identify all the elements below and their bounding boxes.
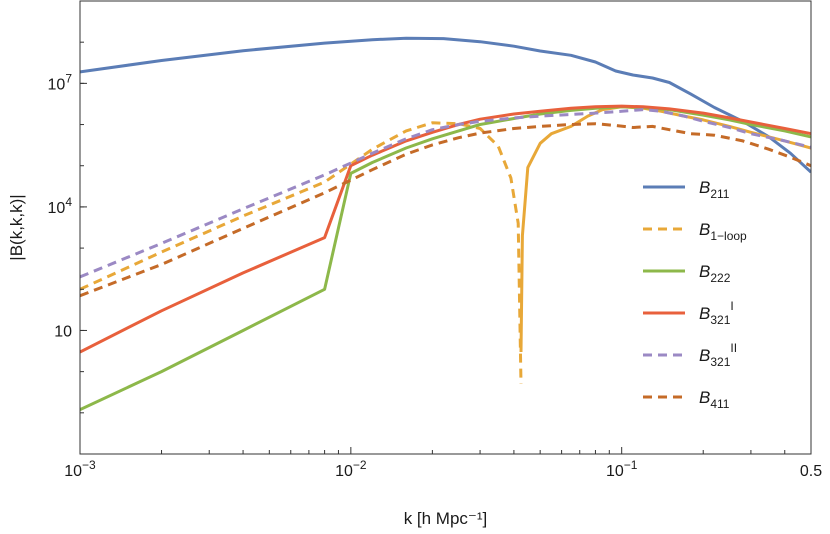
series-line-b321ii-5 [80, 108, 811, 279]
x-tick-label: 0.5 [800, 463, 822, 480]
x-axis-label: k [h Mpc⁻¹] [404, 509, 488, 528]
series-line-b222-3 [80, 105, 811, 411]
y-tick-label: 104 [48, 195, 73, 217]
x-tick-label: 10−1 [606, 458, 638, 480]
series-layer [80, 36, 811, 411]
legend-label: B321II [699, 341, 737, 369]
x-tick-label: 10−3 [64, 458, 96, 480]
series-line-b211-0 [80, 36, 811, 174]
legend-label: B1−loop [699, 220, 747, 243]
legend-label: B222 [699, 262, 731, 285]
y-axis-label: |B(k,k,k)| [7, 194, 26, 260]
series-line-b411-6 [80, 122, 811, 298]
tick-layer: 10−3 10−2 10−1 0.5 10 104 107 [48, 0, 822, 480]
legend: B211 B1−loop B222 B321I B321II B411 [643, 178, 747, 411]
y-tick-label: 10 [54, 323, 72, 340]
legend-label: B211 [699, 178, 730, 201]
x-tick-label: 10−2 [335, 458, 367, 480]
y-tick-label: 107 [48, 71, 73, 93]
series-line-b1-loop-1 [80, 121, 523, 385]
legend-label: B321I [699, 299, 734, 327]
plot-frame [79, 0, 812, 455]
series-line-b321i-4 [80, 104, 811, 354]
legend-label: B411 [699, 388, 730, 411]
